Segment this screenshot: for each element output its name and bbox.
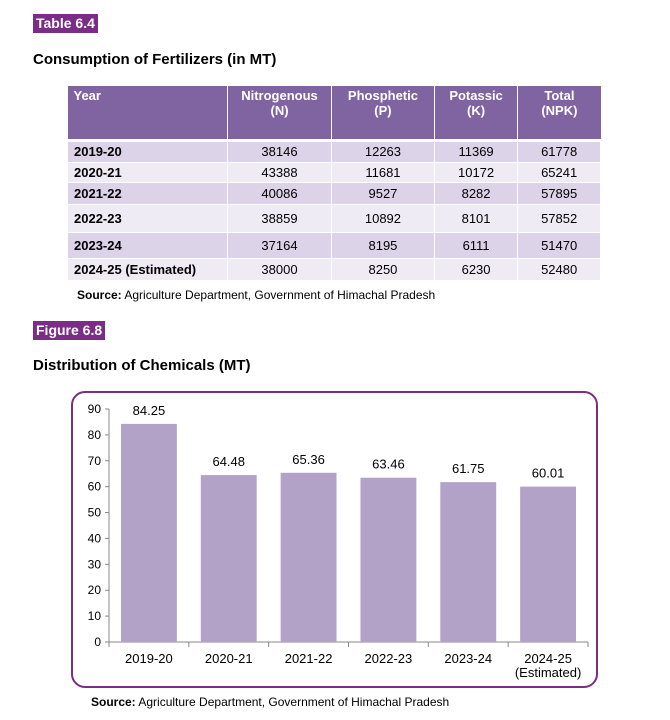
value-cell: 10892 (331, 203, 435, 233)
data-label: 60.01 (532, 466, 565, 481)
column-header: Potassic (K) (434, 86, 519, 140)
y-tick-label: 40 (88, 531, 102, 545)
table-tag: Table 6.4 (33, 14, 98, 33)
table-row: 2023-24 37164 8195 6111 51470 (67, 231, 601, 259)
value-cell: 8250 (331, 257, 435, 281)
y-tick-label: 30 (88, 557, 102, 571)
value-cell: 38146 (226, 138, 333, 163)
data-label: 84.25 (133, 403, 166, 418)
data-label: 64.48 (212, 454, 245, 469)
y-tick-label: 80 (88, 428, 102, 442)
fertilizer-table: Year Nitrogenous (N) Phosphetic (P) Potassic(… (67, 86, 601, 281)
table-title: Consumption of Fertilizers (in MT) (33, 51, 277, 68)
column-header-line1: Total (544, 88, 575, 103)
year-cell: 2021-22 (67, 181, 228, 205)
column-header-line2: (K) (467, 103, 486, 118)
bar-chart: 0 10 20 30 40 50 60 70 80 90 84.25 2019-20 64.48 2020… (88, 402, 589, 680)
value-cell: 11681 (331, 161, 435, 183)
y-tick-label: 60 (88, 480, 102, 494)
column-header: Phosphetic (P) (331, 86, 435, 140)
value-cell: 57852 (517, 203, 601, 233)
value-cell: 40086 (226, 181, 333, 205)
table-row: 2022-23 38859 10892 8101 57852 (67, 203, 601, 233)
value-cell: 9527 (331, 181, 435, 205)
figure-source: Source: Agriculture Department, Governme… (91, 695, 449, 709)
value-cell: 52480 (517, 257, 601, 281)
table-source: Source: Agriculture Department, Governme… (77, 288, 435, 302)
value-cell: 8195 (331, 231, 435, 259)
year-cell: 2023-24 (67, 231, 228, 259)
year-cell: 2024-25 (Estimated) (67, 257, 228, 281)
table-row: 2019-20 38146 12263 11369 61778 (67, 138, 601, 163)
column-header-line2: (NPK) (541, 103, 578, 118)
y-tick-label: 70 (88, 454, 102, 468)
value-cell: 61778 (517, 138, 601, 163)
value-cell: 43388 (226, 161, 333, 183)
value-cell: 57895 (517, 181, 601, 205)
x-tick-label: 2023-24 (444, 651, 492, 666)
y-tick-label: 50 (88, 506, 102, 520)
value-cell: 37164 (226, 231, 333, 259)
x-tick-label: 2019-20 (125, 651, 173, 666)
bar (360, 477, 417, 642)
table-header-row: Year Nitrogenous (N) Phosphetic (P) Potassic(… (67, 86, 601, 140)
x-tick-label: (Estimated) (515, 665, 581, 680)
table-row: 2020-21 43388 11681 10172 65241 (67, 161, 601, 183)
data-label: 63.46 (372, 457, 405, 472)
column-header: Year (67, 86, 228, 140)
figure-source-text: Agriculture Department, Government of Hi… (138, 695, 450, 709)
year-cell: 2020-21 (67, 161, 228, 183)
column-header-line1: Year (73, 88, 101, 103)
year-cell: 2022-23 (67, 203, 228, 233)
table-source-text: Agriculture Department, Government of Hi… (124, 288, 436, 302)
column-header-line2: (N) (270, 103, 289, 118)
year-cell: 2019-20 (67, 138, 228, 163)
y-tick-label: 10 (88, 609, 102, 623)
figure-tag: Figure 6.8 (33, 321, 106, 340)
value-cell: 8101 (433, 203, 519, 233)
x-tick-label: 2021-22 (285, 651, 333, 666)
table-row: 2021-22 40086 9527 8282 57895 (67, 181, 601, 205)
value-cell: 51470 (517, 231, 601, 259)
x-tick-label: 2020-21 (205, 651, 253, 666)
column-header: Nitrogenous (N) (227, 86, 333, 140)
x-tick-label: 2024-25 (524, 651, 572, 666)
table-body: 2019-20 38146 12263 11369 61778 2020-21 43388 1… (67, 138, 601, 281)
value-cell: 6230 (433, 257, 519, 281)
value-cell: 11369 (433, 138, 519, 163)
data-label: 65.36 (292, 452, 325, 467)
value-cell: 6111 (433, 231, 519, 259)
figure-title: Distribution of Chemicals (MT) (33, 357, 251, 374)
data-label: 61.75 (452, 461, 485, 476)
column-header: Total (NPK) (517, 86, 601, 140)
x-tick-label: 2022-23 (365, 651, 413, 666)
bar (520, 486, 577, 642)
value-cell: 8282 (433, 181, 519, 205)
y-tick-label: 0 (94, 635, 101, 649)
bar (440, 482, 497, 642)
y-tick-label: 20 (88, 583, 102, 597)
value-cell: 10172 (433, 161, 519, 183)
column-header-line1: Phosphetic (347, 88, 418, 103)
y-tick-label: 90 (88, 402, 102, 416)
column-header-line1: Potassic (449, 88, 503, 103)
figure-source-label: Source: (91, 695, 136, 709)
value-cell: 12263 (331, 138, 435, 163)
chart-frame: 0 10 20 30 40 50 60 70 80 90 84.25 2019-20 64.48 2020… (71, 391, 598, 688)
bar (280, 472, 337, 642)
table-source-label: Source: (77, 288, 122, 302)
column-header-line2: (P) (374, 103, 392, 118)
value-cell: 38000 (226, 257, 333, 281)
column-header-line1: Nitrogenous (241, 88, 318, 103)
table-row: 2024-25 (Estimated) 38000 8250 6230 52480 (67, 257, 601, 281)
value-cell: 65241 (517, 161, 601, 183)
bar (120, 423, 177, 642)
value-cell: 38859 (226, 203, 333, 233)
bar (200, 475, 257, 642)
